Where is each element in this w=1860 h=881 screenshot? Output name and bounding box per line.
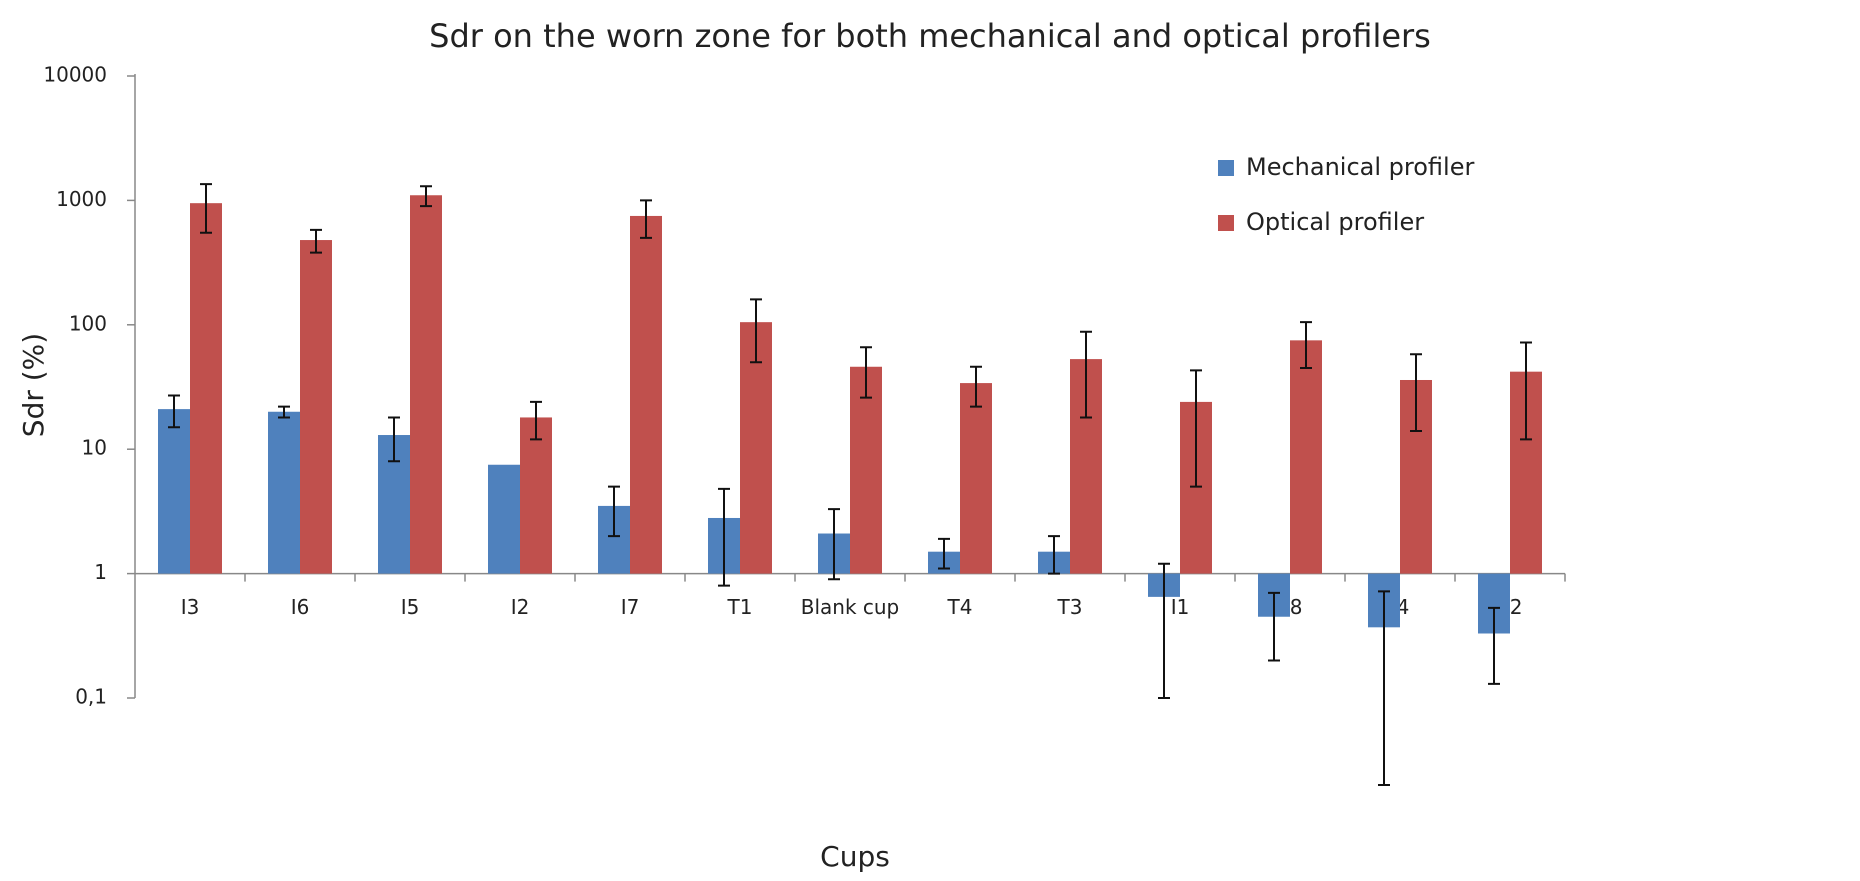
bar xyxy=(488,464,520,574)
x-tick-label: T3 xyxy=(1057,595,1083,619)
bar xyxy=(158,409,190,574)
y-tick-label: 1000 xyxy=(56,187,107,211)
x-tick-label: Blank cup xyxy=(801,595,900,619)
error-bar xyxy=(970,365,982,408)
error-bar xyxy=(860,346,872,399)
error-bar xyxy=(1378,590,1390,786)
legend-swatch xyxy=(1218,215,1234,231)
x-tick-label: I7 xyxy=(621,595,640,619)
y-tick-label: 100 xyxy=(69,311,107,335)
y-tick-label: 1 xyxy=(94,560,107,584)
legend-swatch xyxy=(1218,160,1234,176)
error-bar xyxy=(388,416,400,463)
error-bar xyxy=(1080,330,1092,419)
y-axis-title: Sdr (%) xyxy=(17,333,50,437)
error-bar xyxy=(608,485,620,538)
bar xyxy=(850,366,882,574)
bar xyxy=(300,240,332,574)
bar xyxy=(190,203,222,574)
error-bar xyxy=(828,508,840,581)
bar xyxy=(960,383,992,574)
y-tick-label: 10 xyxy=(82,436,107,460)
bar xyxy=(410,195,442,574)
error-bar xyxy=(1268,591,1280,662)
bar xyxy=(630,215,662,574)
x-tick-label: T4 xyxy=(947,595,973,619)
x-tick-label: I3 xyxy=(181,595,200,619)
x-tick-label: I2 xyxy=(511,595,530,619)
bar xyxy=(1290,340,1322,574)
y-tick-label: 10000 xyxy=(43,63,107,87)
bar xyxy=(740,322,772,574)
x-axis-title: Cups xyxy=(820,840,890,873)
x-tick-label: I6 xyxy=(291,595,310,619)
error-bar xyxy=(1190,369,1202,488)
error-bar xyxy=(640,199,652,239)
bar xyxy=(520,417,552,574)
error-bar xyxy=(278,405,290,419)
error-bar xyxy=(718,487,730,587)
error-bar xyxy=(1488,606,1500,685)
error-bar xyxy=(310,228,322,254)
error-bar xyxy=(1520,341,1532,441)
error-bar xyxy=(938,537,950,570)
chart-title: Sdr on the worn zone for both mechanical… xyxy=(429,17,1431,55)
bar xyxy=(268,411,300,574)
error-bar xyxy=(530,400,542,441)
x-tick-label: T1 xyxy=(727,595,753,619)
legend-text: Optical profiler xyxy=(1246,208,1424,236)
legend-text: Mechanical profiler xyxy=(1246,153,1474,181)
error-bar xyxy=(420,185,432,208)
error-bar xyxy=(1048,535,1060,575)
error-bar xyxy=(168,394,180,429)
error-bar xyxy=(200,183,212,234)
error-bar xyxy=(1300,321,1312,369)
x-tick-label: I1 xyxy=(1171,595,1190,619)
error-bar xyxy=(1158,562,1170,699)
error-bar xyxy=(750,298,762,364)
error-bar xyxy=(1410,353,1422,433)
y-tick-label: 0,1 xyxy=(75,685,107,709)
x-tick-label: I5 xyxy=(401,595,420,619)
